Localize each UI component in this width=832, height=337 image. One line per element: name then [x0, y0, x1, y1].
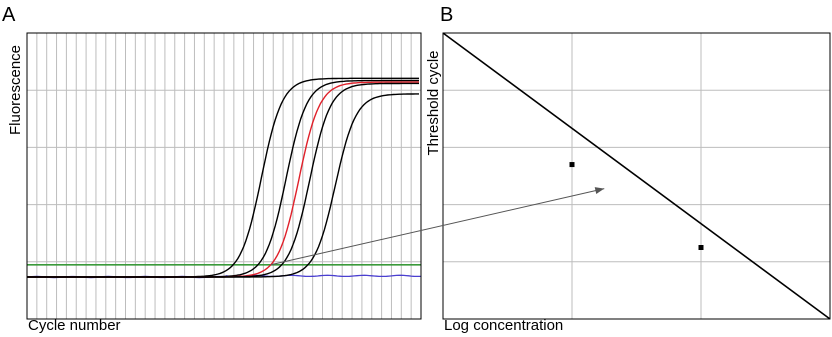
panel-a-curves: [26, 77, 421, 279]
threshold-to-standard-curve-arrow: [270, 187, 605, 266]
panel-b-letter: B: [440, 4, 453, 26]
panel-a-y-axis-title: Fluorescence: [7, 45, 24, 135]
panel-b-standard-curve: B Threshold cycle Log concentration: [425, 4, 831, 334]
panel-a-letter: A: [2, 4, 16, 26]
panel-a-x-axis-title: Cycle number: [28, 317, 121, 334]
interpolation-arrow-head: [594, 187, 605, 195]
amplification-curve: [27, 93, 419, 278]
panel-b-y-axis-title: Threshold cycle: [425, 50, 442, 155]
panel-b-marks: [442, 32, 831, 320]
interpolation-arrow-line: [270, 188, 605, 266]
panel-a-grid: [27, 33, 421, 319]
panel-a-plot-frame: [26, 32, 422, 320]
standard-point: [569, 162, 575, 168]
standard-curve-line: [442, 32, 831, 320]
panel-b-plot-frame: [442, 32, 831, 320]
panel-b-grid: [443, 33, 830, 319]
standard-point: [698, 245, 704, 250]
panel-a-amplification-plot: A Fluorescence Cycle number: [2, 4, 422, 334]
panel-b-x-axis-title: Log concentration: [444, 317, 563, 334]
